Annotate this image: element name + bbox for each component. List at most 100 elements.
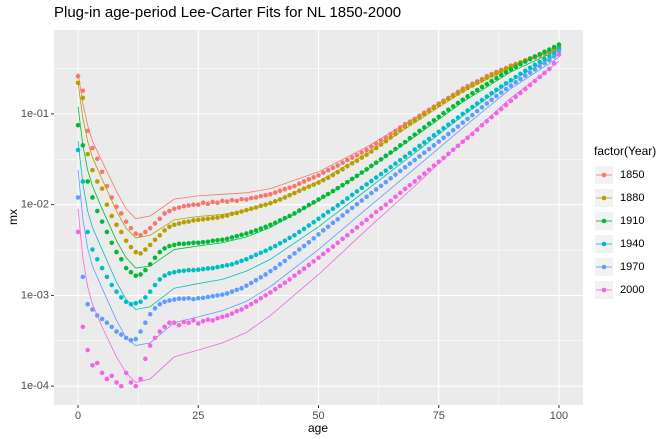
- data-point: [402, 124, 408, 130]
- data-point: [494, 110, 499, 116]
- data-point: [537, 74, 543, 80]
- data-point: [186, 203, 191, 208]
- data-point: [181, 268, 187, 274]
- data-point: [349, 161, 355, 166]
- legend-point: [601, 218, 607, 224]
- data-point: [200, 266, 206, 272]
- data-point: [224, 262, 230, 268]
- data-point: [263, 293, 268, 298]
- data-point: [364, 152, 369, 158]
- data-point: [128, 244, 134, 250]
- data-point: [383, 202, 389, 207]
- data-point: [316, 255, 321, 261]
- data-point: [244, 231, 249, 236]
- data-point: [489, 78, 494, 84]
- data-point: [393, 146, 398, 152]
- data-point: [354, 201, 360, 207]
- data-point: [364, 217, 369, 223]
- data-point: [330, 165, 336, 171]
- data-point: [484, 94, 490, 99]
- data-point: [248, 195, 254, 201]
- data-point: [181, 203, 187, 209]
- data-point: [422, 150, 427, 156]
- data-point: [446, 151, 451, 157]
- data-point: [484, 118, 490, 124]
- data-point: [383, 138, 389, 144]
- data-point: [152, 237, 158, 243]
- x-axis-title: age: [308, 421, 328, 435]
- data-point: [522, 86, 528, 92]
- data-point: [460, 120, 466, 125]
- data-point: [147, 225, 153, 231]
- data-point: [263, 272, 268, 277]
- data-point: [292, 190, 297, 196]
- data-point: [244, 197, 249, 202]
- data-point: [349, 205, 355, 211]
- data-point: [369, 163, 374, 169]
- data-point: [321, 213, 326, 218]
- data-point: [479, 84, 485, 90]
- data-point: [234, 198, 240, 204]
- data-point: [205, 294, 211, 300]
- data-point: [191, 218, 196, 223]
- data-point: [311, 219, 316, 225]
- data-point: [450, 127, 456, 133]
- data-point: [258, 226, 264, 231]
- data-point: [364, 194, 369, 200]
- data-point: [90, 362, 95, 368]
- data-point: [508, 83, 514, 88]
- data-point: [138, 272, 143, 277]
- data-point: [369, 144, 374, 149]
- data-point: [272, 286, 278, 292]
- data-point: [325, 175, 331, 181]
- legend-point: [601, 172, 607, 178]
- legend-title: factor(Year): [594, 144, 656, 158]
- data-point: [503, 102, 509, 108]
- data-point: [248, 301, 254, 307]
- data-point: [296, 269, 302, 275]
- data-point: [527, 82, 533, 88]
- data-point: [195, 217, 201, 223]
- data-point: [349, 155, 355, 160]
- data-point: [321, 170, 326, 175]
- data-point: [325, 191, 331, 197]
- data-point: [296, 181, 302, 187]
- data-point: [335, 203, 341, 208]
- data-point: [272, 243, 278, 249]
- data-point: [460, 97, 466, 103]
- data-point: [349, 228, 355, 234]
- data-point: [325, 209, 331, 215]
- legend-label: 1970: [620, 261, 644, 273]
- data-point: [220, 237, 225, 243]
- data-point: [210, 318, 215, 323]
- data-point: [114, 380, 119, 385]
- data-point: [412, 147, 417, 152]
- legend-point: [601, 287, 607, 293]
- data-point: [287, 213, 292, 219]
- data-point: [335, 240, 341, 246]
- data-point: [547, 53, 552, 59]
- data-point: [200, 216, 206, 222]
- data-point: [465, 135, 470, 141]
- data-point: [143, 229, 148, 235]
- data-point: [325, 167, 331, 173]
- data-point: [210, 215, 215, 221]
- data-point: [407, 150, 413, 156]
- data-point: [85, 179, 90, 184]
- data-point: [133, 273, 139, 278]
- data-point: [484, 81, 490, 87]
- data-point: [335, 185, 341, 191]
- data-point: [119, 295, 124, 300]
- data-point: [383, 153, 389, 159]
- data-point: [402, 186, 408, 192]
- data-point: [494, 71, 499, 76]
- data-point: [450, 118, 456, 124]
- data-point: [345, 163, 350, 169]
- data-point: [287, 277, 292, 282]
- data-point: [465, 85, 470, 91]
- data-point: [513, 79, 518, 85]
- data-point: [354, 152, 360, 158]
- data-point: [75, 229, 81, 235]
- data-point: [277, 283, 283, 289]
- data-point: [104, 229, 110, 235]
